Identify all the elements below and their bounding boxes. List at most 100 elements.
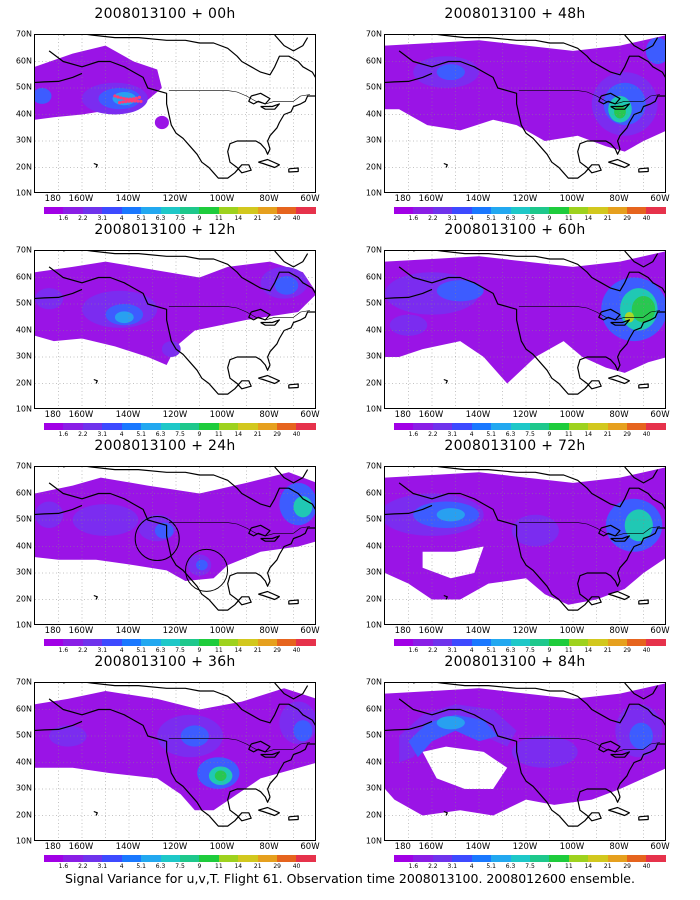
colorbar-swatch bbox=[82, 423, 103, 430]
grid-lines bbox=[385, 683, 665, 840]
colorbar-swatch bbox=[296, 423, 316, 430]
map-canvas bbox=[385, 683, 665, 840]
colorbar-tick-label: 1.6 bbox=[408, 215, 419, 222]
colorbar-tick-label: 5.1 bbox=[136, 215, 146, 222]
colorbar-swatch bbox=[452, 855, 472, 862]
map-panel: 2008013100 + 84h 70N 60N 50N 40N 30N 20N 10N 180… bbox=[350, 654, 680, 872]
panel-title: 2008013100 + 36h bbox=[94, 654, 236, 670]
colorbar-swatch bbox=[82, 855, 103, 862]
colorbar-swatch bbox=[471, 639, 492, 646]
colorbar-swatch bbox=[588, 207, 608, 214]
colorbar-swatch bbox=[82, 207, 103, 214]
colorbar-swatch bbox=[471, 423, 492, 430]
colorbar-swatch bbox=[568, 207, 589, 214]
colorbar-tick-label: 1.6 bbox=[408, 647, 419, 654]
colorbar-tick-label: 11 bbox=[215, 215, 223, 222]
colorbar-swatch bbox=[121, 855, 142, 862]
latitude-tick-label: 60N bbox=[15, 56, 32, 65]
colorbar-tick-label: 3.1 bbox=[447, 215, 458, 222]
colorbar-tick-label: 9 bbox=[197, 431, 202, 438]
colorbar-swatch bbox=[218, 855, 239, 862]
latitude-tick-label: 70N bbox=[15, 461, 32, 471]
latitude-tick-label: 50N bbox=[15, 730, 32, 740]
colorbar-labels: 1.6 2.2 3.1 4 5.1 6.3 7.5 9 11 14 21 29 40 bbox=[44, 647, 316, 656]
colorbar-tick-label: 21 bbox=[253, 863, 262, 870]
colorbar-swatch bbox=[102, 423, 122, 430]
longitude-axis: 180 160W 140W 120W 100W 80W 60W bbox=[34, 410, 320, 422]
colorbar-swatch bbox=[257, 639, 278, 646]
colorbar-swatch bbox=[432, 423, 453, 430]
target-circles bbox=[134, 516, 229, 592]
longitude-tick-label: 180 bbox=[44, 410, 61, 420]
colorbar-tick-label: 7.5 bbox=[175, 863, 185, 870]
latitude-tick-label: 40N bbox=[365, 109, 382, 118]
colorbar-tick-label: 1.6 bbox=[408, 431, 419, 438]
grid-lines bbox=[35, 467, 315, 624]
colorbar-swatch bbox=[510, 423, 530, 430]
map-panel: 2008013100 + 48h 70N 60N 50N 40N 30N 20N 10N 180… bbox=[350, 6, 680, 224]
coastline bbox=[385, 467, 665, 611]
colorbar-tick-label: 21 bbox=[253, 215, 262, 222]
colorbar-labels: 1.6 2.2 3.1 4 5.1 6.3 7.5 9 11 14 21 29 40 bbox=[44, 215, 316, 224]
colorbar-swatch bbox=[432, 855, 453, 862]
longitude-tick-label: 100W bbox=[209, 842, 235, 852]
latitude-tick-label: 70N bbox=[365, 245, 382, 255]
latitude-axis: 70N 60N 50N 40N 30N 20N 10N bbox=[350, 246, 382, 414]
figure-caption: Signal Variance for u,v,T. Flight 61. Ob… bbox=[65, 871, 635, 886]
latitude-tick-label: 40N bbox=[15, 109, 32, 118]
variance-region bbox=[614, 105, 626, 119]
colorbar-tick-label: 40 bbox=[642, 863, 651, 870]
longitude-tick-label: 140W bbox=[465, 842, 491, 852]
grid-lines bbox=[35, 35, 315, 192]
latitude-tick-label: 30N bbox=[15, 567, 32, 577]
latitude-tick-label: 60N bbox=[15, 272, 32, 281]
longitude-tick-label: 80W bbox=[259, 842, 279, 852]
colorbar-swatch bbox=[199, 207, 219, 214]
variance-region bbox=[180, 725, 209, 747]
colorbar-swatch bbox=[491, 639, 511, 646]
variance-region bbox=[195, 559, 208, 571]
latitude-tick-label: 30N bbox=[365, 567, 382, 577]
latitude-tick-label: 10N bbox=[15, 404, 32, 414]
colorbar-tick-label: 40 bbox=[292, 431, 301, 438]
latitude-tick-label: 20N bbox=[365, 594, 382, 603]
colorbar-swatch bbox=[257, 855, 278, 862]
longitude-axis: 180 160W 140W 120W 100W 80W 60W bbox=[34, 626, 320, 638]
longitude-tick-label: 140W bbox=[115, 194, 141, 204]
colorbar-tick-label: 2.2 bbox=[78, 647, 88, 654]
colorbar-swatch bbox=[121, 639, 142, 646]
coastline bbox=[385, 683, 665, 827]
colorbar-swatch bbox=[218, 639, 239, 646]
colorbar-swatch bbox=[646, 207, 666, 214]
colorbar-swatch bbox=[413, 855, 433, 862]
latitude-axis: 70N 60N 50N 40N 30N 20N 10N bbox=[0, 246, 32, 414]
latitude-tick-label: 40N bbox=[365, 325, 382, 334]
colorbar-swatch bbox=[588, 639, 608, 646]
colorbar bbox=[394, 639, 666, 646]
latitude-tick-label: 40N bbox=[15, 325, 32, 334]
longitude-tick-label: 160W bbox=[418, 410, 444, 420]
colorbar-swatch bbox=[257, 207, 278, 214]
low-variance-gap bbox=[422, 546, 484, 579]
variance-region bbox=[161, 341, 181, 357]
longitude-tick-label: 100W bbox=[559, 410, 585, 420]
variance-region bbox=[436, 280, 484, 302]
variance-region bbox=[35, 501, 64, 528]
variance-map bbox=[34, 466, 316, 625]
colorbar-labels: 1.6 2.2 3.1 4 5.1 6.3 7.5 9 11 14 21 29 40 bbox=[394, 863, 666, 872]
variance-region bbox=[114, 311, 134, 324]
colorbar-swatch bbox=[646, 855, 666, 862]
latitude-tick-label: 30N bbox=[15, 135, 32, 145]
latitude-tick-label: 30N bbox=[15, 351, 32, 361]
colorbar-swatch bbox=[529, 855, 550, 862]
longitude-tick-label: 100W bbox=[559, 842, 585, 852]
colorbar-tick-label: 7.5 bbox=[175, 647, 185, 654]
latitude-axis: 70N 60N 50N 40N 30N 20N 10N bbox=[0, 678, 32, 846]
longitude-tick-label: 140W bbox=[115, 626, 141, 636]
latitude-tick-label: 70N bbox=[15, 29, 32, 39]
longitude-tick-label: 120W bbox=[512, 194, 538, 204]
colorbar-tick-label: 40 bbox=[292, 215, 301, 222]
longitude-tick-label: 120W bbox=[162, 194, 188, 204]
colorbar-swatch bbox=[452, 423, 472, 430]
variance-region bbox=[511, 514, 559, 547]
